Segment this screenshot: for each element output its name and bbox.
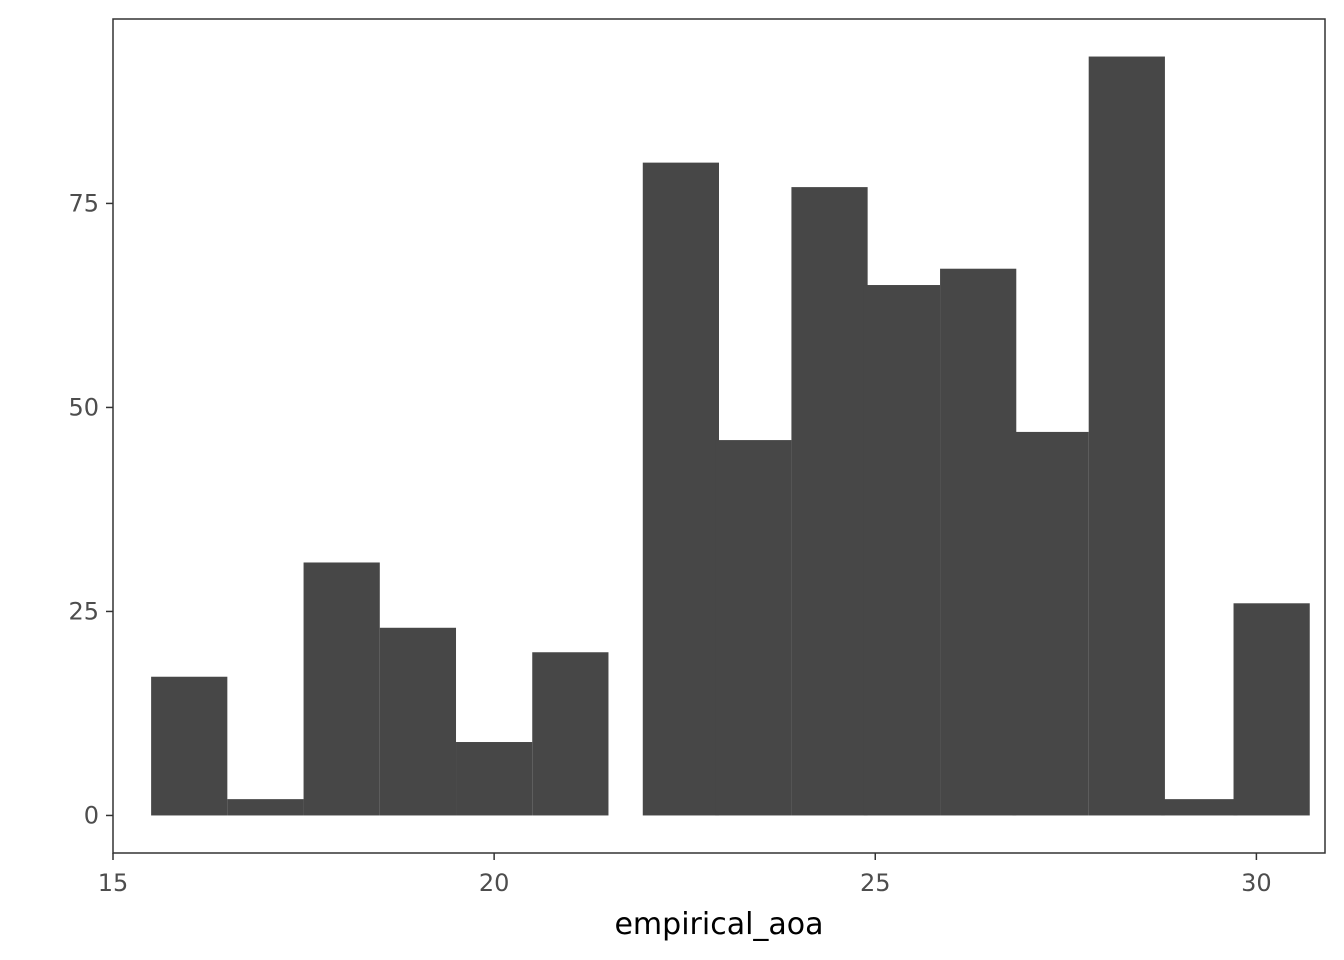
bar [227,799,304,816]
y-tick-label: 75 [68,189,99,217]
bar [303,562,380,816]
bar [1161,799,1238,816]
y-axis: 0 25 50 75 [68,189,113,829]
bar [642,162,719,816]
bar [379,627,457,816]
y-tick-label: 0 [84,801,99,829]
bar [151,676,228,816]
y-tick-label: 25 [68,597,99,625]
x-axis-title: empirical_aoa [614,907,823,942]
y-tick-label: 50 [68,393,99,421]
bar [1012,431,1089,816]
x-tick-label: 20 [479,869,510,897]
bars-group [151,56,1310,816]
bar [940,268,1017,816]
x-axis: 15 20 25 30 [98,853,1272,897]
bar [791,187,868,816]
bar [863,285,941,816]
bar [532,652,609,816]
x-tick-label: 30 [1241,869,1272,897]
bar [1233,603,1310,816]
bar [456,742,533,816]
x-tick-label: 25 [860,869,891,897]
x-tick-label: 15 [98,869,129,897]
bar [715,440,792,816]
bar [1088,56,1165,816]
